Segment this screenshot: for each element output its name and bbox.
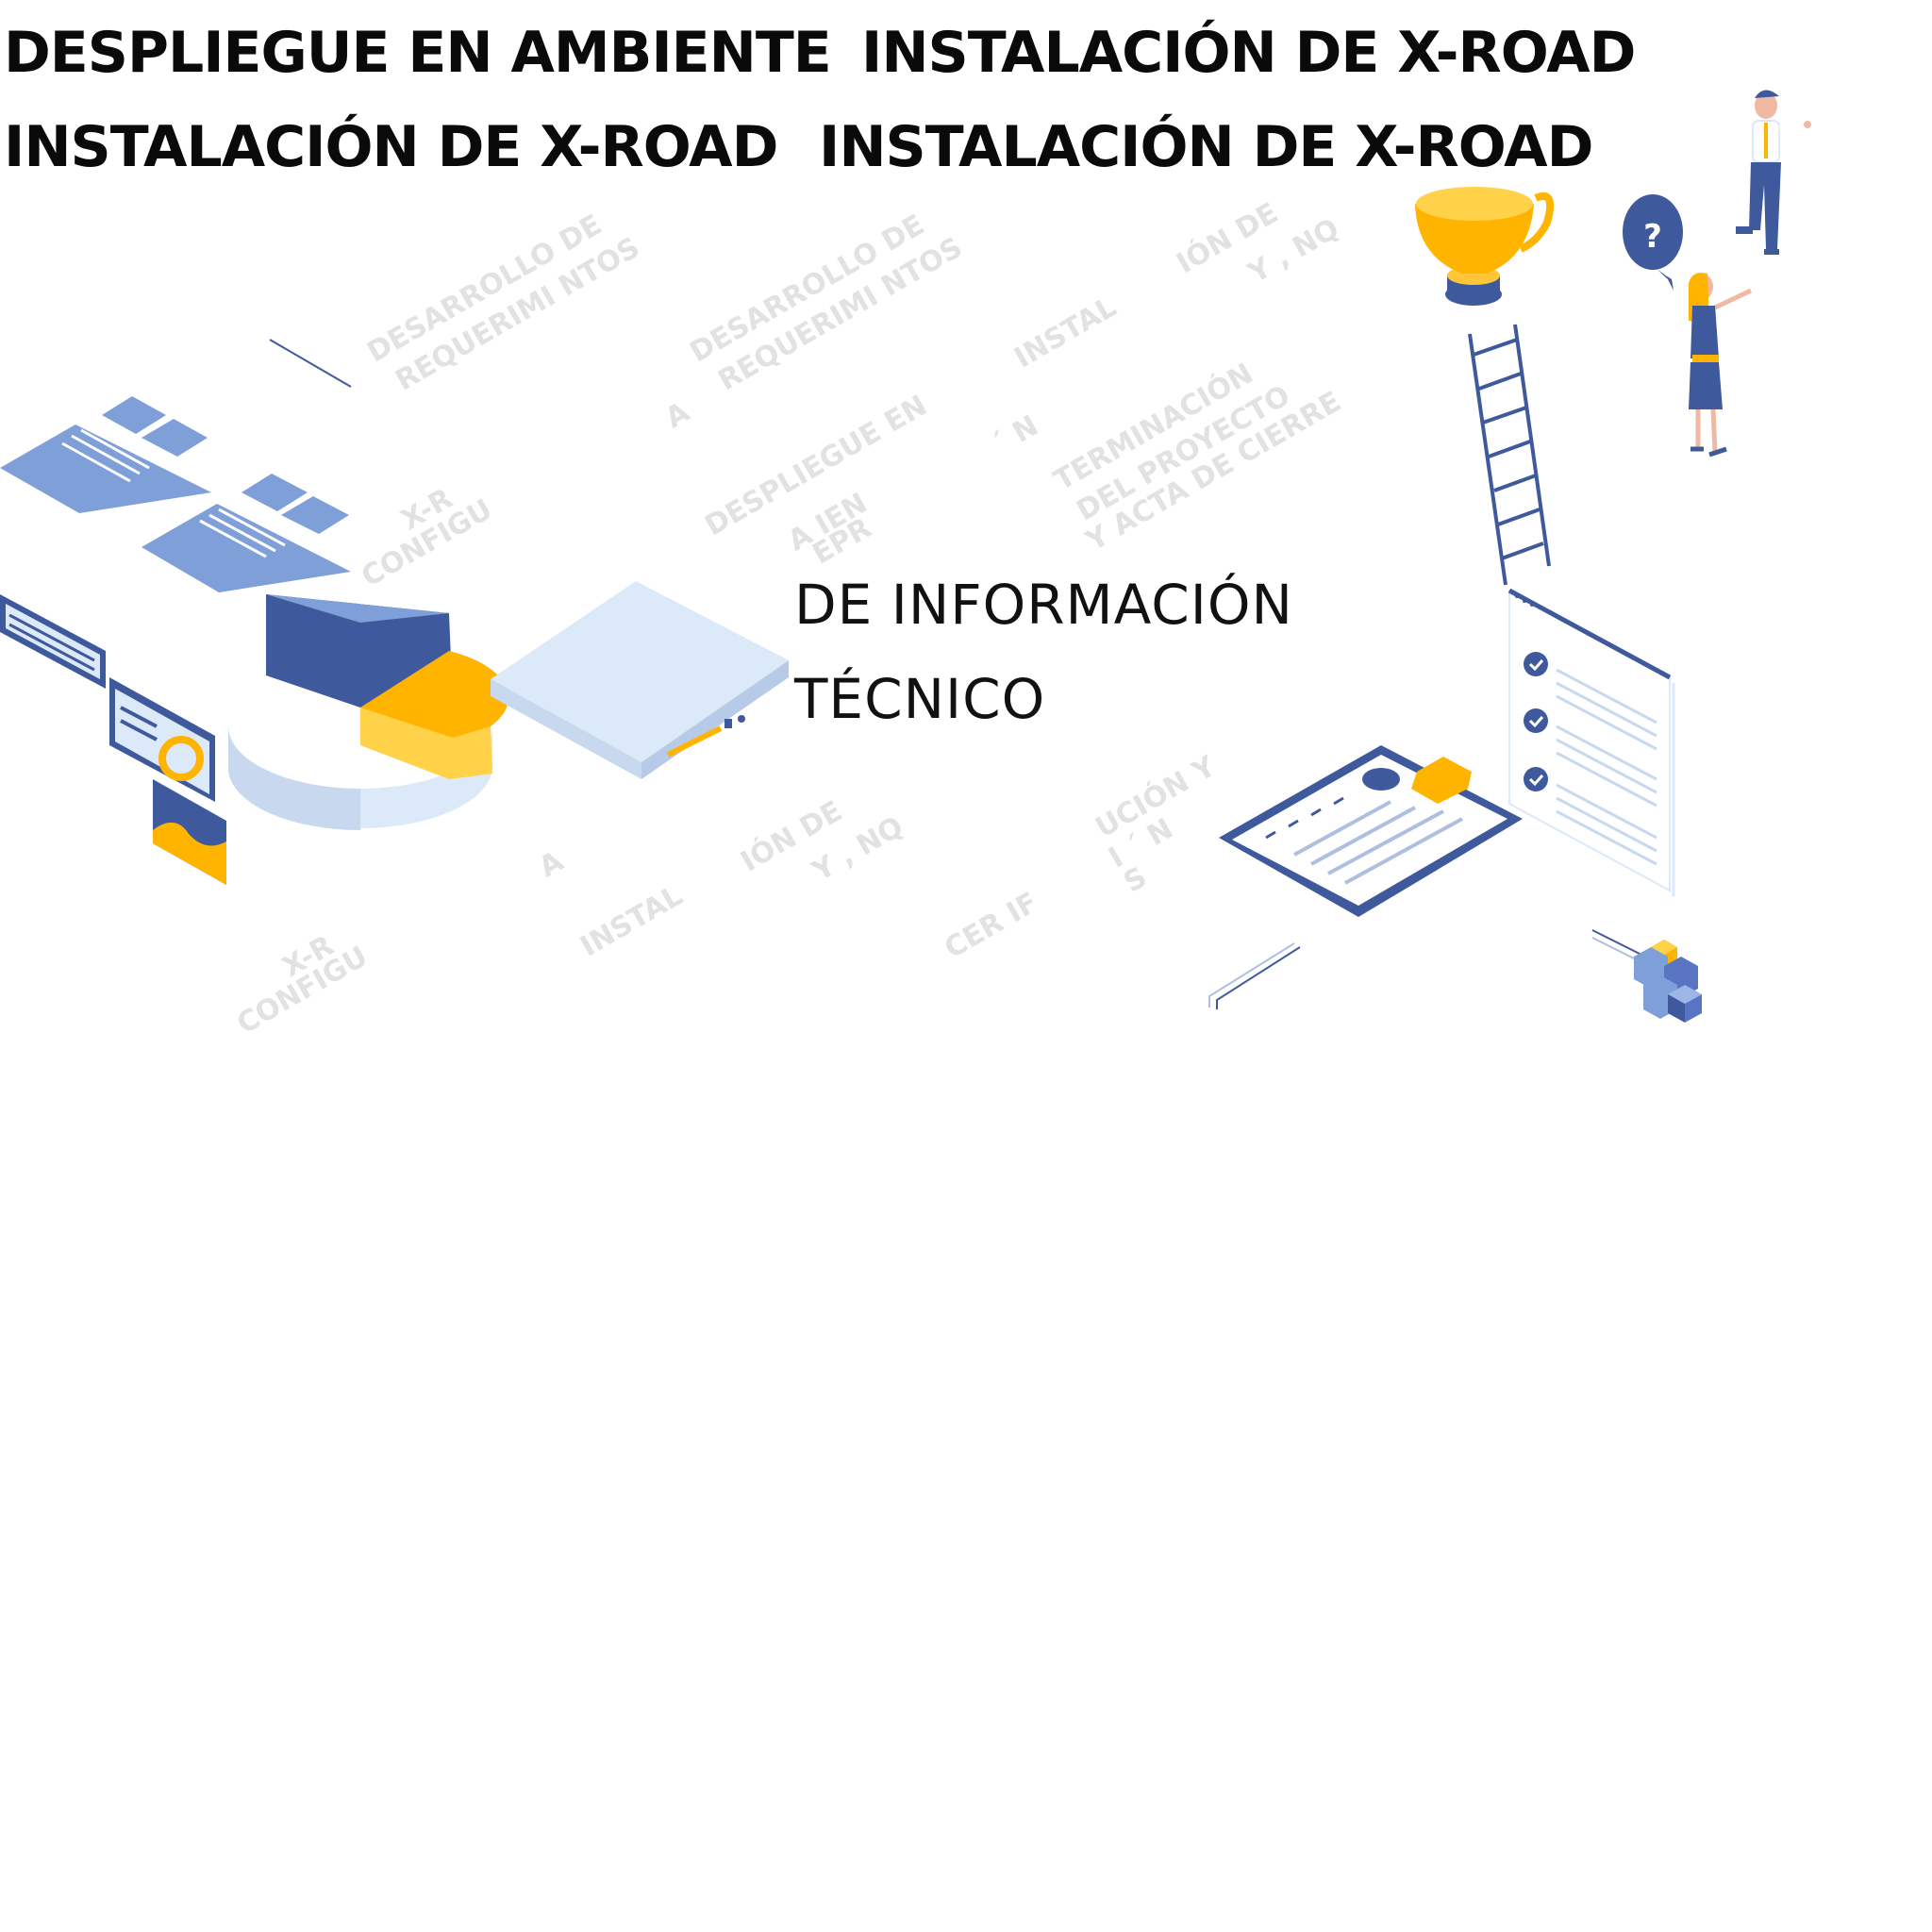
document-tile-1 [0, 396, 211, 513]
heading-despliegue-en-ambiente: DESPLIEGUE EN AMBIENTE [4, 20, 832, 86]
side-panel-lines [0, 594, 106, 689]
woman-figure [1689, 273, 1753, 458]
checkmark-icon [1524, 708, 1548, 733]
side-panel-chart [109, 677, 215, 802]
question-mark-icon: ? [1623, 194, 1683, 291]
clipboard [1219, 745, 1523, 917]
heading-instalacion-x-road-3: INSTALACIÓN DE X-ROAD [819, 114, 1593, 180]
checkmark-icon [1524, 652, 1548, 676]
svg-text:?: ? [1643, 218, 1662, 256]
man-figure [1736, 90, 1811, 255]
document-tile-2 [142, 474, 351, 592]
pie-chart [227, 594, 508, 830]
heading-instalacion-x-road-1: INSTALACIÓN DE X-ROAD [861, 20, 1636, 86]
heading-instalacion-x-road-2: INSTALACIÓN DE X-ROAD [4, 114, 778, 180]
info-text-de-informacion: DE INFORMACIÓN [794, 573, 1293, 637]
cubes-icon [1634, 940, 1702, 1023]
trophy-icon [1415, 187, 1554, 306]
platform-block [491, 581, 789, 779]
checkmark-icon [1524, 767, 1548, 791]
connector-line [1216, 946, 1301, 1009]
side-panel-wave [153, 779, 226, 885]
connector-line [1208, 942, 1295, 1008]
connector-line [269, 339, 352, 388]
checklist-panel [1507, 588, 1672, 892]
info-text-tecnico: TÉCNICO [794, 667, 1046, 731]
ladder [1468, 324, 1551, 586]
